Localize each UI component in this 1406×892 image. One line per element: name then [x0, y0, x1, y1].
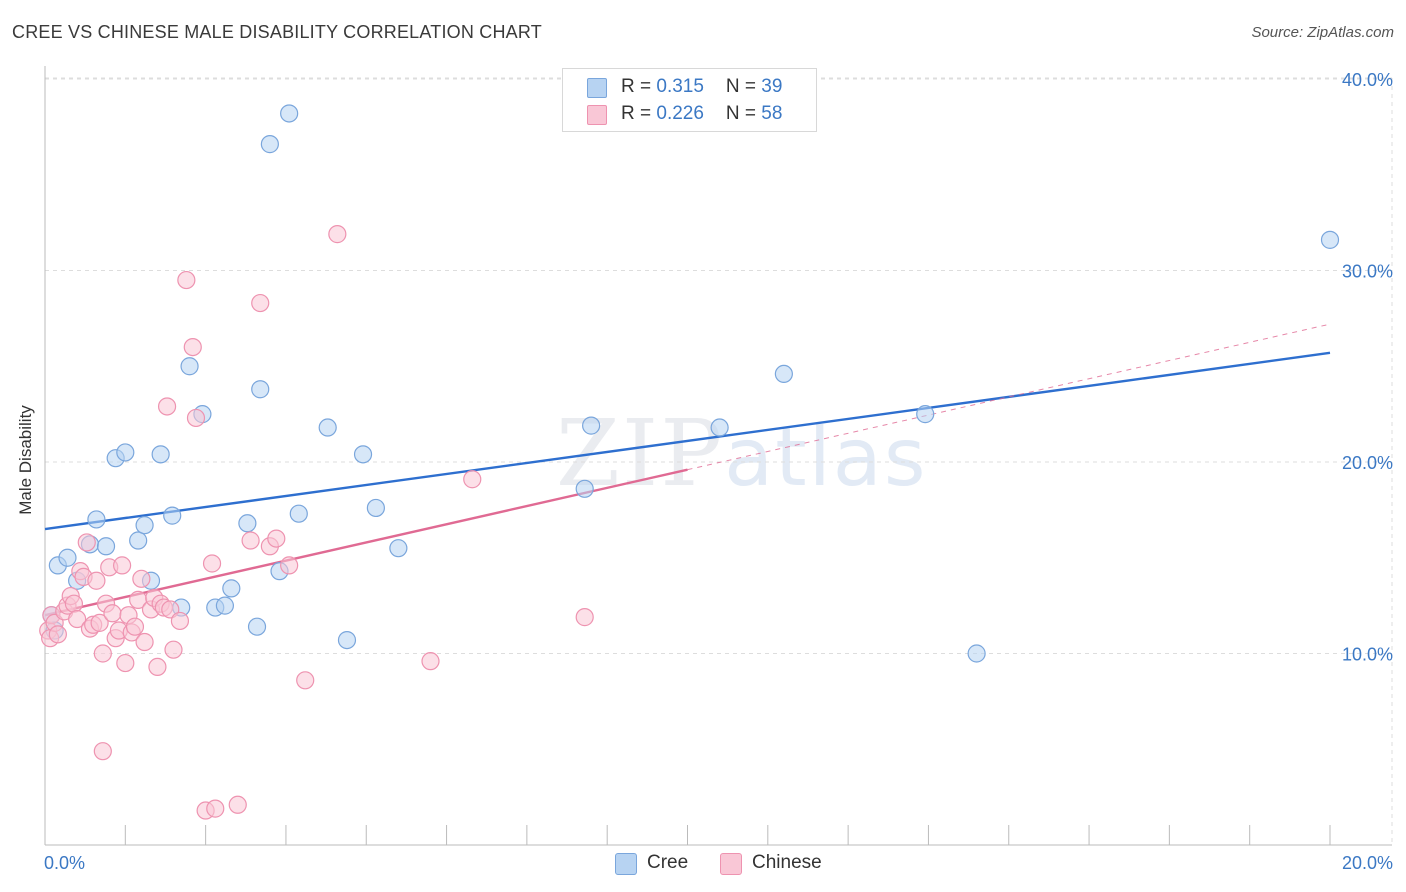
- cree-point: [151, 445, 170, 464]
- trend-lines: [44, 323, 1331, 617]
- y-tick-label: 40.0%: [1342, 70, 1393, 90]
- chinese-point: [103, 604, 122, 623]
- cree-n-label: N =: [725, 76, 762, 97]
- cree-r-label: R =: [621, 76, 657, 97]
- chinese-point: [228, 795, 247, 814]
- legend-chinese-label: Chinese: [752, 852, 822, 873]
- chinese-point: [421, 652, 440, 671]
- chinese-point: [241, 531, 260, 550]
- cree-trend-line: [44, 351, 1331, 531]
- cree-point: [222, 579, 241, 598]
- chinese-point: [93, 742, 112, 761]
- chinese-point: [170, 611, 190, 631]
- grid-lines: [45, 77, 1393, 845]
- axes: [44, 66, 1392, 846]
- series-legend: Cree Chinese: [0, 852, 1406, 878]
- chinese-point: [463, 470, 482, 489]
- cree-point: [582, 416, 601, 435]
- chinese-swatch: [587, 105, 607, 125]
- data-points: [39, 104, 1340, 820]
- cree-point: [710, 418, 729, 437]
- chinese-point: [267, 529, 286, 548]
- cree-swatch: [587, 78, 607, 98]
- cree-point: [1320, 230, 1340, 249]
- chinese-point: [202, 554, 222, 573]
- chinese-n-label: N =: [725, 103, 762, 124]
- cree-n-value: 39: [761, 76, 783, 97]
- chinese-point: [157, 397, 177, 416]
- cree-point: [215, 596, 234, 615]
- chinese-point: [112, 556, 132, 575]
- cree-point: [87, 510, 106, 529]
- cree-r-value: 0.315: [656, 76, 704, 97]
- chinese-point: [164, 640, 183, 659]
- chinese-point: [90, 613, 109, 632]
- cree-point: [180, 357, 199, 376]
- chinese-point: [177, 270, 196, 290]
- chinese-point: [68, 609, 87, 629]
- chinese-point: [280, 556, 299, 575]
- chinese-point: [135, 632, 154, 652]
- cree-point: [353, 445, 373, 464]
- tick-labels: 10.0% 20.0% 30.0% 40.0% 0.0% 20.0%: [44, 70, 1393, 873]
- cree-point: [58, 548, 77, 567]
- cree-point: [575, 479, 594, 498]
- chinese-r-label: R =: [621, 103, 657, 124]
- cree-point: [129, 531, 148, 550]
- cree-point: [318, 418, 337, 437]
- chinese-point: [575, 608, 594, 627]
- cree-point: [774, 364, 793, 384]
- cree-point: [337, 630, 357, 650]
- chinese-point: [64, 594, 84, 613]
- chinese-point: [251, 293, 270, 313]
- cree-point: [238, 514, 257, 533]
- cree-point: [280, 104, 299, 123]
- cree-point: [366, 498, 385, 518]
- chinese-point: [77, 533, 96, 552]
- chinese-point: [186, 408, 206, 428]
- cree-point: [260, 135, 279, 154]
- chinese-point: [132, 569, 151, 588]
- chinese-point: [87, 571, 106, 590]
- y-tick-label: 20.0%: [1342, 453, 1393, 473]
- cree-point: [116, 443, 135, 462]
- chart-title: CREE VS CHINESE MALE DISABILITY CORRELAT…: [12, 22, 542, 42]
- source-label: Source: ZipAtlas.com: [1251, 24, 1394, 41]
- cree-point: [247, 617, 267, 636]
- legend-cree-label: Cree: [647, 852, 689, 873]
- cree-point: [967, 644, 986, 663]
- cree-point: [289, 504, 308, 523]
- legend-chinese-swatch: [720, 853, 742, 875]
- cree-point: [163, 506, 182, 525]
- y-tick-label: 10.0%: [1342, 645, 1393, 665]
- cree-point: [389, 539, 408, 558]
- chinese-point: [206, 799, 225, 818]
- cree-point: [251, 380, 270, 399]
- cree-point: [96, 537, 116, 556]
- y-tick-label: 30.0%: [1342, 262, 1393, 282]
- chinese-r-value: 0.226: [656, 103, 704, 124]
- chinese-n-value: 58: [761, 103, 783, 124]
- chinese-point: [125, 617, 145, 636]
- chinese-point: [328, 225, 347, 244]
- chinese-point: [93, 644, 112, 663]
- x-tick-label-min: 0.0%: [44, 853, 85, 873]
- stats-legend: R = 0.315 N = 39 R = 0.226 N = 58: [562, 68, 817, 132]
- cree-point: [135, 516, 154, 535]
- chinese-point: [183, 338, 202, 357]
- x-tick-label-max: 20.0%: [1342, 853, 1393, 873]
- chinese-point: [296, 671, 315, 690]
- chinese-point: [48, 625, 67, 644]
- chinese-point: [148, 657, 167, 677]
- watermark-atlas: atlas: [724, 411, 928, 504]
- cree-point: [916, 405, 935, 424]
- chinese-point: [116, 653, 135, 673]
- legend-cree-swatch: [615, 853, 637, 875]
